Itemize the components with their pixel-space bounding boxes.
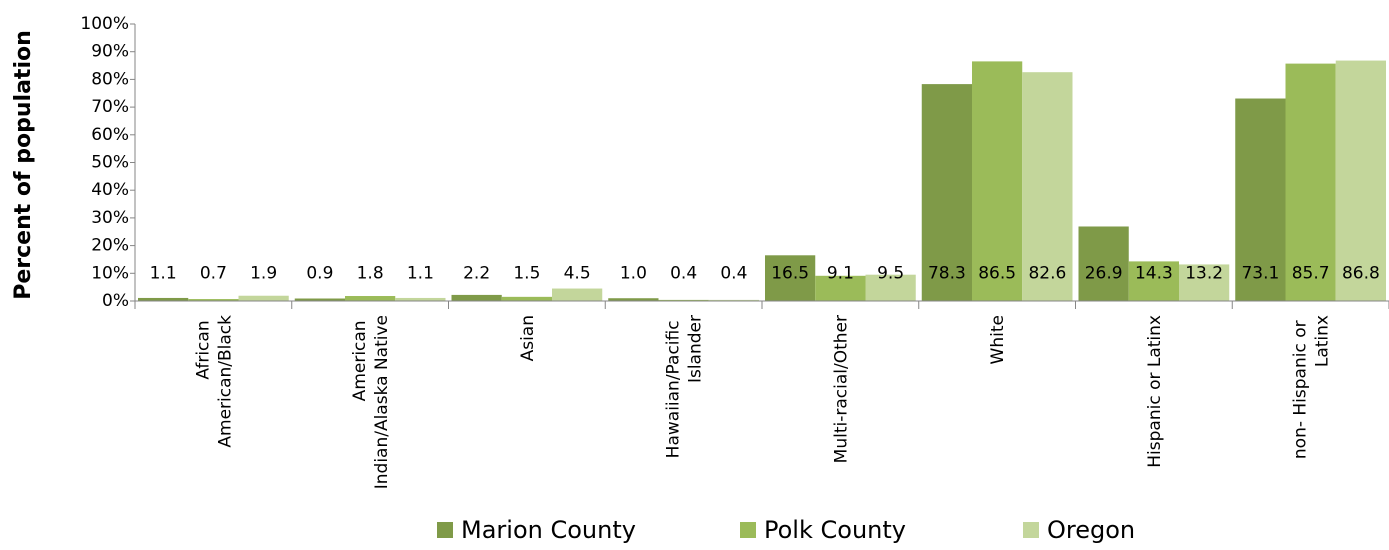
data-label: 1.0: [620, 263, 647, 283]
data-label: 1.9: [250, 263, 277, 283]
legend-swatch: [740, 522, 756, 538]
data-label: 9.1: [827, 263, 854, 283]
x-tick-label: American Indian/Alaska Native: [350, 315, 392, 489]
bar: [765, 255, 816, 301]
bar: [395, 297, 446, 301]
data-label: 86.8: [1342, 263, 1380, 283]
bar: [1128, 261, 1179, 301]
bar: [501, 296, 552, 301]
data-label: 26.9: [1085, 263, 1123, 283]
data-label: 85.7: [1292, 263, 1330, 283]
bar: [921, 84, 972, 301]
data-label: 16.5: [771, 263, 809, 283]
y-tick-label: 100%: [80, 14, 129, 34]
data-label: 14.3: [1135, 263, 1173, 283]
y-tick-label: 40%: [91, 180, 129, 200]
y-axis-title: Percent of population: [11, 30, 36, 300]
bar: [972, 61, 1023, 301]
x-tick-label: Hawaiian/Pacific Islander: [664, 315, 706, 458]
x-tick-label: Asian: [518, 315, 538, 361]
bar: [815, 275, 866, 301]
bar: [708, 299, 759, 301]
y-tick-label: 30%: [91, 208, 129, 228]
x-tick-label: White: [988, 315, 1008, 364]
bar: [238, 295, 289, 301]
bar: [1078, 226, 1129, 301]
data-label: 1.1: [407, 263, 434, 283]
data-label: 82.6: [1028, 263, 1066, 283]
bar: [1235, 98, 1286, 301]
bar: [188, 299, 239, 301]
legend-label: Polk County: [764, 516, 906, 544]
data-label: 13.2: [1185, 263, 1223, 283]
bar: [1179, 264, 1230, 301]
y-tick-label: 60%: [91, 125, 129, 145]
data-label: 1.5: [513, 263, 540, 283]
bar: [138, 297, 189, 301]
data-label: 86.5: [978, 263, 1016, 283]
data-label: 0.4: [720, 263, 747, 283]
bar: [865, 274, 916, 301]
data-label: 9.5: [877, 263, 904, 283]
bar: [1285, 63, 1336, 302]
bar: [294, 298, 345, 301]
y-tick-label: 0%: [102, 291, 129, 311]
bar: [451, 294, 502, 301]
bar: [608, 298, 659, 301]
data-label: 73.1: [1241, 263, 1279, 283]
x-tick-label: African American/Black: [193, 315, 235, 448]
y-tick-label: 10%: [91, 263, 129, 283]
data-label: 0.4: [670, 263, 697, 283]
bar: [1022, 72, 1073, 301]
x-tick-label: Multi-racial/Other: [831, 315, 851, 463]
bar: [658, 299, 709, 301]
legend-label: Marion County: [461, 516, 636, 544]
bar: [552, 288, 603, 301]
legend-swatch: [1023, 522, 1039, 538]
y-tick-label: 90%: [91, 42, 129, 62]
bar: [345, 296, 396, 301]
y-tick-label: 20%: [91, 236, 129, 256]
data-label: 78.3: [928, 263, 966, 283]
data-label: 0.9: [306, 263, 333, 283]
x-tick-label: Hispanic or Latinx: [1145, 315, 1165, 468]
data-label: 0.7: [200, 263, 227, 283]
y-tick-label: 80%: [91, 69, 129, 89]
data-label: 1.1: [150, 263, 177, 283]
bar: [1335, 60, 1386, 302]
data-label: 1.8: [357, 263, 384, 283]
y-tick-label: 70%: [91, 97, 129, 117]
y-tick-label: 50%: [91, 153, 129, 173]
legend-label: Oregon: [1047, 516, 1135, 544]
data-label: 4.5: [564, 263, 591, 283]
data-label: 2.2: [463, 263, 490, 283]
legend-swatch: [437, 522, 453, 538]
x-tick-label: non- Hispanic or Latinx: [1291, 315, 1333, 459]
